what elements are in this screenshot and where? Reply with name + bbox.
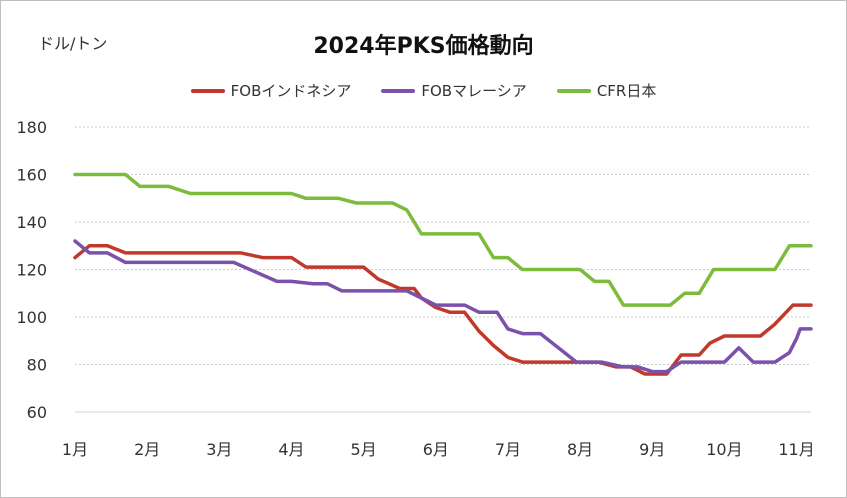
y-tick-label-100: 100	[16, 308, 47, 327]
y-tick-label-140: 140	[16, 213, 47, 232]
series-line-malaysia	[73, 239, 813, 374]
legend-label-japan: CFR日本	[596, 82, 657, 100]
y-tick-label-160: 160	[16, 166, 47, 185]
y-axis: 60 80 100 120 140 160 180	[16, 118, 47, 422]
legend-item-malaysia: FOBマレーシア	[381, 80, 527, 101]
series-lines	[73, 172, 813, 376]
gridlines	[75, 126, 811, 365]
y-tick-label-60: 60	[27, 403, 47, 422]
x-tick-label-3: 3月	[206, 440, 232, 459]
legend-swatch-indonesia	[190, 88, 225, 93]
x-tick-label-8: 8月	[567, 440, 593, 459]
y-tick-label-180: 180	[16, 118, 47, 137]
x-tick-label-5: 5月	[351, 440, 377, 459]
chart-legend: FOBインドネシア FOBマレーシア CFR日本	[0, 80, 847, 101]
x-tick-label-2: 2月	[134, 440, 160, 459]
series-line-indonesia	[73, 244, 813, 376]
legend-item-indonesia: FOBインドネシア	[190, 80, 352, 101]
y-tick-label-120: 120	[16, 261, 47, 280]
chart-title: 2024年PKS価格動向	[313, 34, 534, 59]
x-tick-label-6: 6月	[423, 440, 449, 459]
x-tick-label-10: 10月	[706, 440, 742, 459]
legend-swatch-malaysia	[381, 88, 416, 93]
x-tick-label-4: 4月	[278, 440, 304, 459]
x-axis: 1月 2月 3月 4月 5月 6月 7月 8月 9月 10月 11月	[62, 411, 815, 459]
legend-label-malaysia: FOBマレーシア	[421, 82, 527, 100]
y-tick-label-80: 80	[27, 356, 47, 375]
x-tick-label-7: 7月	[495, 440, 521, 459]
legend-label-indonesia: FOBインドネシア	[230, 82, 352, 100]
y-axis-unit-label: ドル/トン	[38, 34, 108, 53]
x-tick-label-9: 9月	[639, 440, 665, 459]
legend-item-japan: CFR日本	[556, 80, 657, 101]
x-tick-label-1: 1月	[62, 440, 88, 459]
x-tick-label-11: 11月	[778, 440, 814, 459]
legend-swatch-japan	[556, 88, 591, 93]
series-line-japan	[73, 172, 813, 307]
